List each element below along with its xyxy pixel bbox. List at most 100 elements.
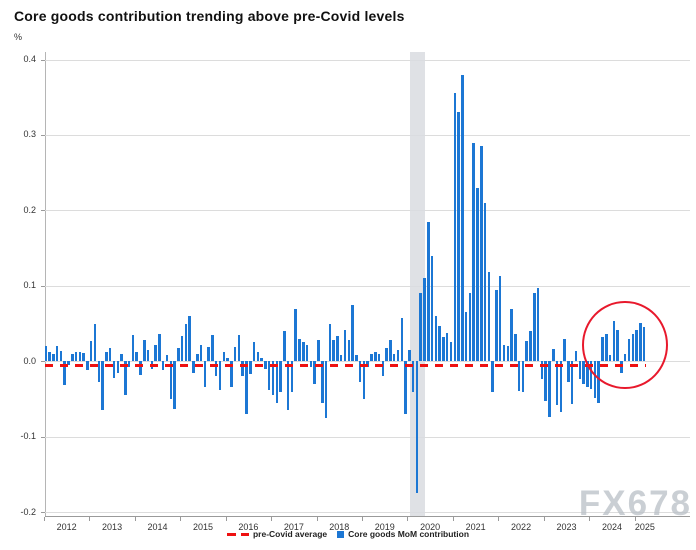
monthly-contribution-bar <box>582 361 585 384</box>
monthly-contribution-bar <box>514 334 517 362</box>
monthly-contribution-bar <box>597 361 600 403</box>
gridline <box>45 512 690 514</box>
monthly-contribution-bar <box>427 221 430 362</box>
monthly-contribution-bar <box>529 331 532 362</box>
monthly-contribution-bar <box>271 361 275 396</box>
x-axis-year-label: 2013 <box>102 522 123 532</box>
x-axis-year-label: 2024 <box>601 522 622 532</box>
monthly-contribution-bar <box>449 342 453 362</box>
x-axis-year-label: 2025 <box>634 522 655 532</box>
monthly-contribution-bar <box>464 311 468 362</box>
monthly-contribution-bar <box>347 340 350 362</box>
monthly-contribution-bar <box>434 316 438 362</box>
x-axis-year-label: 2020 <box>420 522 441 532</box>
covid-recession-band <box>410 52 425 516</box>
monthly-contribution-bar <box>521 361 525 393</box>
plot-area <box>44 52 690 516</box>
monthly-contribution-bar <box>82 353 85 362</box>
x-axis-tick <box>634 517 636 521</box>
monthly-contribution-bar <box>146 350 150 362</box>
monthly-contribution-bar <box>552 349 555 362</box>
monthly-contribution-bar <box>510 309 513 362</box>
y-axis-tick <box>41 512 45 514</box>
monthly-contribution-bar <box>290 361 294 392</box>
monthly-contribution-bar <box>415 361 419 494</box>
monthly-contribution-bar <box>324 361 328 418</box>
x-axis-year-label: 2014 <box>147 522 168 532</box>
y-axis-tick-label: 0.1 <box>23 280 36 291</box>
gridline <box>45 59 690 61</box>
gridline <box>45 134 690 136</box>
monthly-contribution-bar <box>245 361 248 415</box>
monthly-contribution-bar <box>487 272 491 362</box>
monthly-contribution-bar <box>184 324 188 362</box>
monthly-contribution-bar <box>419 293 422 362</box>
monthly-contribution-bar <box>593 361 597 398</box>
x-axis-year-label: 2015 <box>192 522 213 532</box>
monthly-contribution-bar <box>396 350 400 362</box>
monthly-contribution-bar <box>211 334 214 362</box>
y-axis-tick-label: -0.2 <box>20 506 36 517</box>
monthly-contribution-bar <box>362 361 366 400</box>
x-axis-tick <box>452 517 454 521</box>
monthly-contribution-bar <box>283 331 286 362</box>
y-axis-tick <box>41 59 45 61</box>
x-axis-line <box>45 516 690 517</box>
x-axis-year-label: 2021 <box>465 522 486 532</box>
monthly-contribution-bar <box>286 361 290 411</box>
monthly-contribution-bar <box>188 316 191 362</box>
legend-item-pre-covid-average: pre-Covid average <box>226 529 327 539</box>
monthly-contribution-bar <box>491 361 494 392</box>
monthly-contribution-bar <box>332 340 335 362</box>
monthly-contribution-bar <box>112 361 116 378</box>
y-axis-tick-label: 0.0 <box>23 355 36 366</box>
monthly-contribution-bar <box>483 202 487 362</box>
monthly-contribution-bar <box>67 361 70 366</box>
y-axis-line <box>45 52 46 517</box>
monthly-contribution-bar <box>502 344 506 362</box>
monthly-contribution-bar <box>203 361 207 387</box>
monthly-contribution-bar <box>544 361 547 401</box>
monthly-contribution-bar <box>570 361 574 405</box>
x-axis-year-label: 2016 <box>238 522 259 532</box>
monthly-contribution-bar <box>328 323 332 362</box>
monthly-contribution-bar <box>389 340 392 362</box>
monthly-contribution-bar <box>495 290 498 362</box>
x-axis-year-label: 2017 <box>283 522 304 532</box>
x-axis-tick <box>225 517 227 521</box>
monthly-contribution-bar <box>578 361 582 380</box>
monthly-contribution-bar <box>233 346 237 362</box>
x-axis-tick <box>316 517 318 521</box>
monthly-contribution-bar <box>192 361 195 373</box>
x-axis-year-label: 2023 <box>556 522 577 532</box>
monthly-contribution-bar <box>548 361 551 418</box>
monthly-contribution-bar <box>93 323 97 362</box>
monthly-contribution-bar <box>214 361 218 376</box>
monthly-contribution-bar <box>158 334 161 362</box>
pre-covid-average-line <box>44 363 647 367</box>
x-axis-tick <box>498 517 500 521</box>
monthly-contribution-bar <box>355 355 358 362</box>
legend-label: Core goods MoM contribution <box>348 529 470 539</box>
x-axis-year-label: 2012 <box>56 522 77 532</box>
monthly-contribution-bar <box>377 353 381 362</box>
y-axis-tick <box>41 361 45 363</box>
red-dashed-line-swatch <box>226 532 249 536</box>
monthly-contribution-bar <box>336 335 339 362</box>
monthly-contribution-bar <box>230 361 233 387</box>
monthly-contribution-bar <box>55 346 59 362</box>
monthly-contribution-bar <box>411 361 415 392</box>
monthly-contribution-bar <box>442 337 445 362</box>
monthly-contribution-bar <box>574 350 578 362</box>
monthly-contribution-bar <box>135 352 138 362</box>
monthly-contribution-bar <box>207 346 210 362</box>
monthly-contribution-bar <box>143 340 146 362</box>
monthly-contribution-bar <box>180 335 184 362</box>
monthly-contribution-bar <box>468 292 472 362</box>
monthly-contribution-bar <box>59 350 63 362</box>
x-axis-tick <box>362 517 363 521</box>
monthly-contribution-bar <box>267 361 271 390</box>
gridline <box>45 285 690 287</box>
gridline <box>45 436 690 438</box>
monthly-contribution-bar <box>199 344 203 362</box>
